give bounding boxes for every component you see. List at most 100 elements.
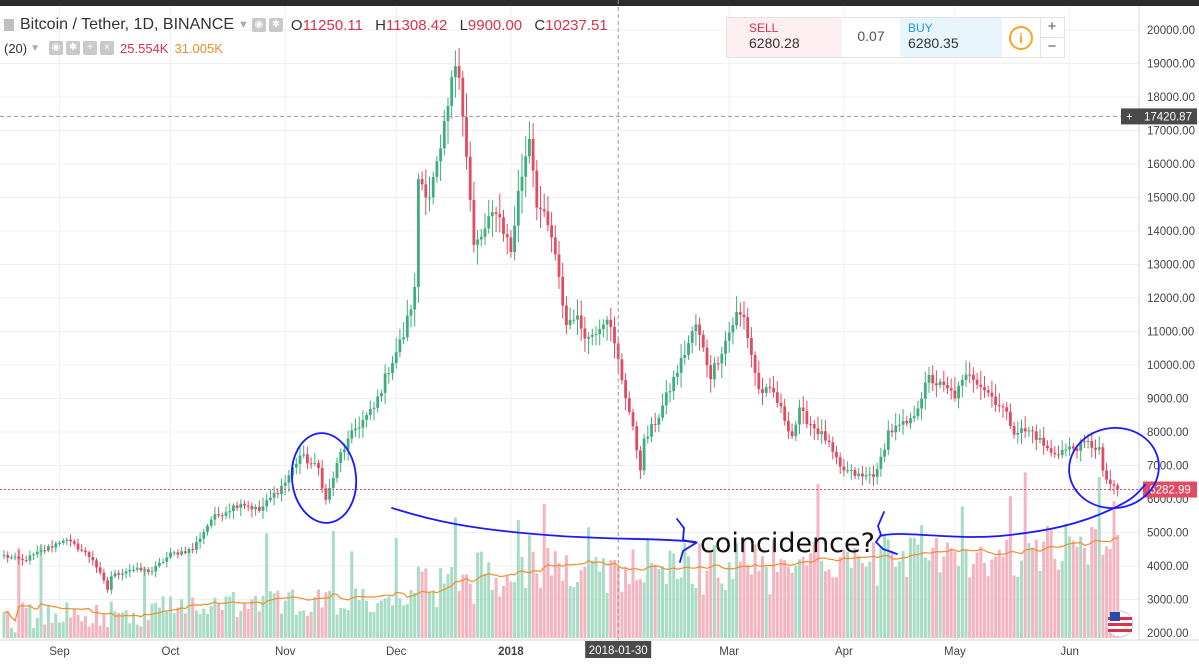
gear-icon[interactable]: ✱: [66, 41, 81, 55]
volume-bar: [916, 544, 920, 639]
volume-bar: [890, 550, 894, 639]
candle-body: [735, 312, 738, 326]
volume-bar: [383, 598, 387, 639]
volume-bar: [531, 551, 535, 639]
candle-body: [627, 398, 631, 413]
candle-body: [121, 573, 124, 575]
eye-icon[interactable]: ◉: [49, 41, 64, 55]
time-tick-label: Nov: [275, 646, 296, 658]
candle-body: [831, 442, 835, 452]
candle-body: [872, 474, 875, 477]
candle-body: [842, 466, 846, 471]
candle-body: [195, 542, 198, 550]
price-tick-label: 3000.00: [1147, 595, 1189, 607]
volume-bar: [80, 621, 84, 639]
candle-body: [1009, 411, 1012, 427]
volume-bar: [224, 596, 228, 639]
volume-ma-value: 31.005K: [174, 40, 223, 56]
volume-bar: [505, 576, 509, 639]
candle-body: [61, 540, 65, 543]
candle-body: [620, 359, 624, 381]
sell-button[interactable]: SELL 6280.28: [727, 18, 842, 57]
eye-icon[interactable]: ◉: [251, 18, 266, 32]
info-button[interactable]: i: [1002, 18, 1040, 57]
volume-bar: [879, 545, 883, 639]
volume-bar: [235, 617, 239, 639]
volume-bar: [949, 548, 953, 639]
volume-bar: [257, 611, 261, 639]
gear-icon[interactable]: ✱: [268, 18, 283, 32]
candle-body: [1034, 431, 1038, 440]
candle-body: [1001, 406, 1005, 408]
volume-bar: [668, 550, 672, 639]
candle-body: [239, 503, 243, 508]
volume-bar: [764, 566, 768, 639]
close-value: 10237.51: [545, 16, 608, 34]
candle-body: [224, 512, 228, 516]
close-icon[interactable]: ×: [100, 41, 115, 55]
price-tick-label: 12000.00: [1147, 293, 1195, 305]
time-axis[interactable]: Sep Oct Nov Dec 2018 Mar Apr May Jun: [49, 646, 1079, 658]
candle-body: [283, 482, 287, 486]
symbol-title[interactable]: Bitcoin / Tether, 1D, BINANCE: [20, 16, 235, 33]
volume-bar: [32, 627, 36, 639]
volume-bar: [95, 604, 98, 639]
candle-body: [91, 557, 95, 561]
candle-body: [579, 315, 583, 329]
price-tick-label: 20000.00: [1147, 25, 1195, 37]
volume-bar: [568, 586, 572, 639]
volume-bar: [672, 553, 676, 639]
candle-body: [827, 440, 831, 443]
candle-body: [302, 454, 306, 456]
volume-bar: [117, 612, 121, 639]
candle-body: [1090, 441, 1094, 448]
candle-body: [113, 573, 117, 577]
volume-bar: [317, 589, 320, 639]
candle-body: [172, 552, 176, 554]
volume-bar: [798, 559, 801, 639]
candle-body: [58, 542, 61, 544]
candle-body: [1108, 479, 1112, 485]
candle-body: [583, 328, 587, 339]
add-icon[interactable]: +: [83, 41, 98, 55]
candle-body: [387, 373, 391, 375]
volume-bar: [132, 612, 135, 639]
volume-bar: [413, 592, 417, 639]
volume-bar: [909, 537, 912, 639]
flag-icon[interactable]: [1106, 610, 1134, 638]
candle-body: [516, 190, 520, 226]
price-tick-label: 15000.00: [1147, 193, 1195, 205]
chart-type-icon[interactable]: [4, 19, 14, 31]
candle-body: [972, 374, 975, 380]
chevron-down-icon[interactable]: ▼: [238, 19, 249, 31]
candle-body: [269, 497, 272, 501]
candle-body: [198, 538, 202, 543]
candle-body: [483, 228, 487, 237]
volume-bar: [39, 545, 43, 639]
volume-bar: [139, 626, 143, 639]
buy-price: 6280.35: [908, 35, 959, 51]
volume-bar: [886, 539, 890, 639]
volume-bar: [994, 556, 998, 639]
candle-body: [931, 375, 935, 384]
candle-body: [701, 334, 705, 348]
volume-bar: [439, 568, 443, 639]
volume-bar: [428, 591, 431, 639]
candle-body: [117, 573, 121, 575]
candle-body: [143, 569, 146, 571]
volume-period[interactable]: (20): [4, 40, 28, 56]
minus-button[interactable]: −: [1041, 37, 1063, 57]
plus-button[interactable]: +: [1047, 18, 1057, 35]
time-tick-label: May: [944, 646, 966, 658]
candle-body: [576, 315, 579, 320]
volume-bar: [124, 610, 128, 639]
buy-button[interactable]: BUY 6280.35: [900, 18, 1002, 57]
price-tick-label: 9000.00: [1147, 394, 1189, 406]
axis-badges: 2018-01-30 17420.87 +6282.99: [585, 108, 1197, 658]
volume-bar: [54, 613, 58, 639]
volume-bar: [146, 619, 150, 639]
drawn-arrow-right: [879, 484, 1146, 538]
candle-body: [694, 324, 698, 332]
chevron-down-icon[interactable]: ▼: [30, 42, 41, 54]
